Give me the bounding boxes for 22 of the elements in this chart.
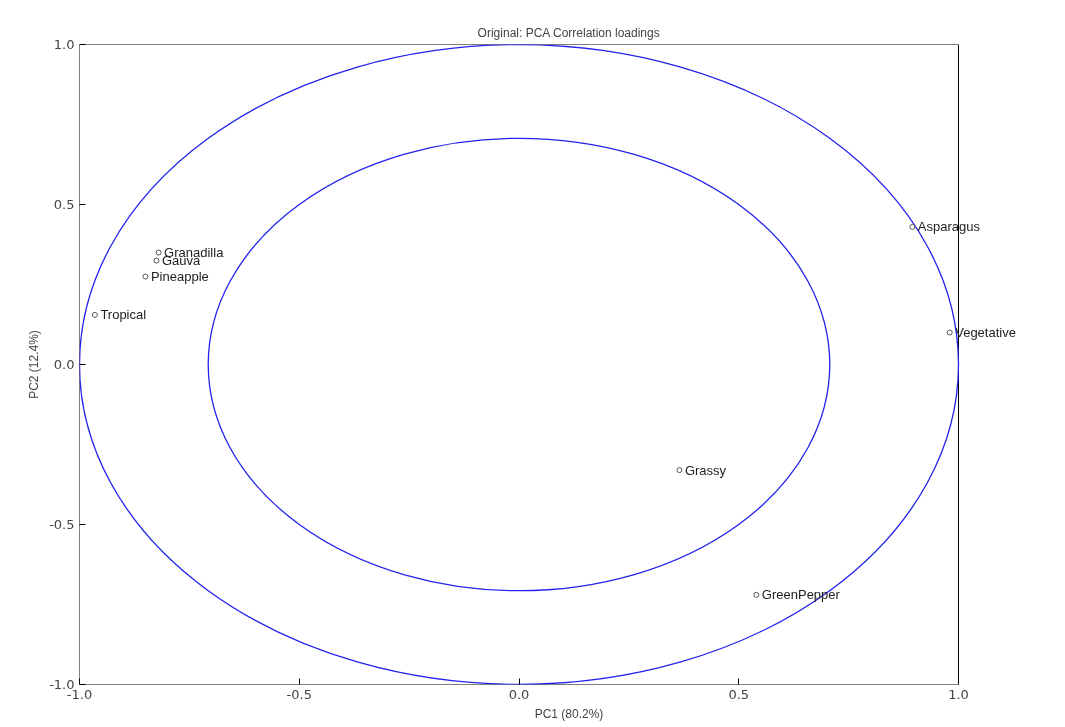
y-tick-label: 0.5 xyxy=(53,197,75,212)
y-tick-label: 1.0 xyxy=(53,37,75,52)
point xyxy=(142,273,149,280)
point xyxy=(753,591,760,598)
x-tick-label: 0.0 xyxy=(508,686,530,702)
annotation: Pineapple xyxy=(150,268,209,284)
chart-title: Original: PCA Correlation loadings xyxy=(477,25,660,40)
point xyxy=(91,311,98,318)
y-tick-label: -0.5 xyxy=(49,517,75,532)
annotation: Grassy xyxy=(684,462,727,478)
point xyxy=(909,223,916,230)
point xyxy=(153,257,160,264)
x-axis-title: PC1 (80.2%) xyxy=(534,706,604,721)
annotation: Tropical xyxy=(100,306,147,322)
x-tick-label: 1.0 xyxy=(948,686,969,702)
y-tick-label: 0.0 xyxy=(53,357,75,372)
point xyxy=(676,467,683,474)
x-tick-label: -0.5 xyxy=(286,686,312,702)
x-tick-label: 0.5 xyxy=(728,686,750,702)
y-axis-title: PC2 (12.4%) xyxy=(27,330,42,399)
point xyxy=(155,249,162,256)
point xyxy=(946,329,953,336)
